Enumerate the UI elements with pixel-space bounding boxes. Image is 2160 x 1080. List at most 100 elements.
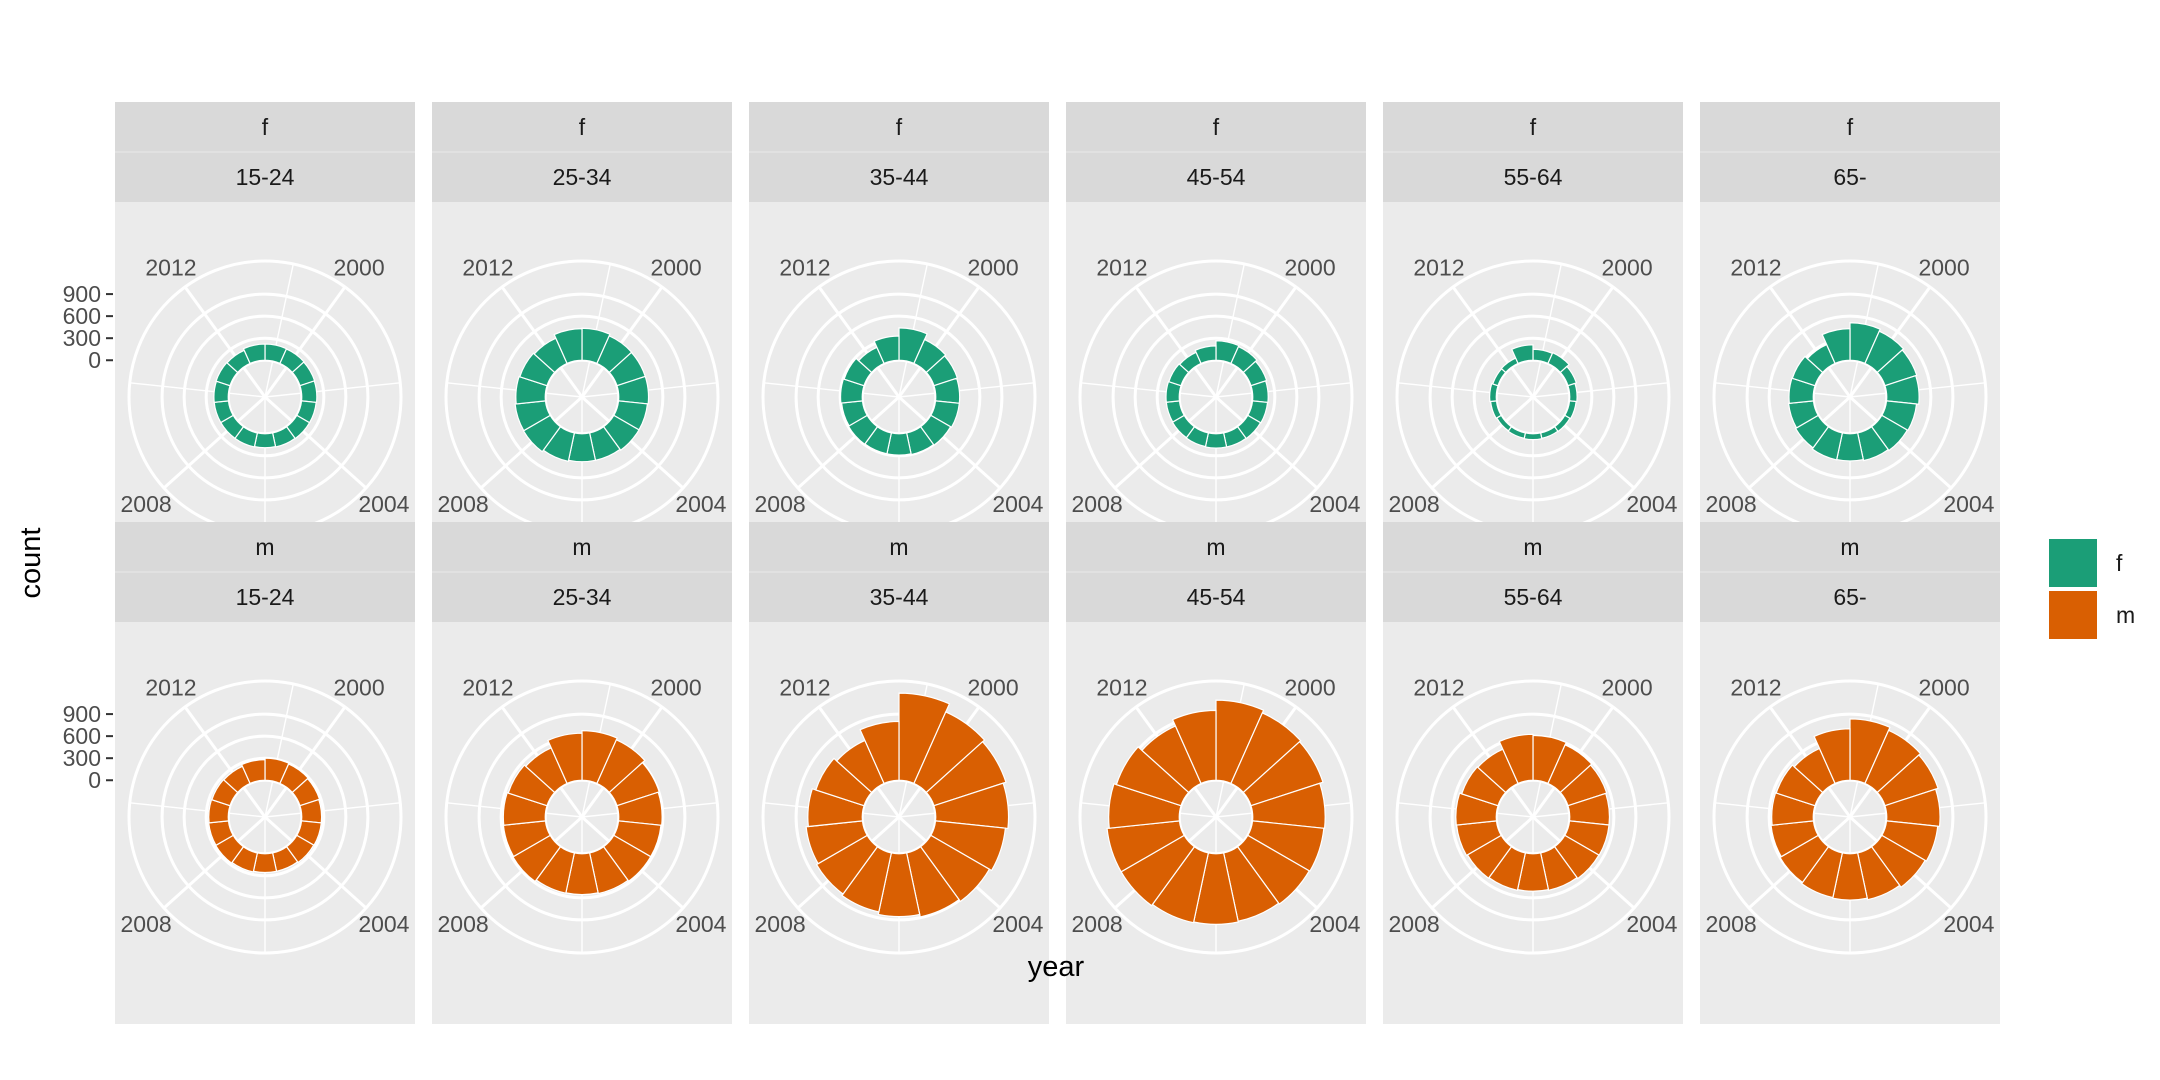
bar-m-25-34-2001 — [608, 761, 661, 807]
bar-m-45-54-2010 — [1108, 783, 1182, 829]
bar-m-65--2000 — [1864, 729, 1922, 794]
major-spoke — [183, 286, 267, 398]
bar-m-45-54-2011 — [1115, 746, 1190, 807]
bar-f-15-24-2002 — [299, 380, 318, 404]
year-tick-label: 2000 — [650, 675, 701, 701]
bar-f-35-44-1999 — [898, 327, 928, 365]
facet-panel-m-65-: m 65- 2000 2004 2008 2012 — [1700, 522, 2000, 1024]
bar-m-35-44-2009 — [805, 820, 868, 865]
facet-strip-col — [1383, 152, 1683, 202]
facet-strip-row — [1066, 522, 1366, 572]
major-spoke — [263, 395, 368, 490]
count-tick-label: 900 — [63, 701, 101, 727]
bar-m-35-44-2004 — [919, 834, 991, 903]
year-tick-label: 2012 — [779, 255, 830, 281]
legend-key-m — [2047, 589, 2099, 641]
bar-f-65--2005 — [1856, 425, 1890, 462]
bar-m-65--2007 — [1800, 845, 1844, 899]
year-tick-label: 2000 — [967, 255, 1018, 281]
bar-m-35-44-2010 — [807, 788, 865, 828]
facet-row-label: m — [572, 534, 591, 560]
facet-col-label: 65- — [1833, 584, 1866, 610]
facet-strip-row — [1700, 522, 2000, 572]
bar-f-55-64-2002 — [1567, 382, 1578, 403]
major-spoke — [1113, 395, 1218, 490]
bar-m-35-44-2000 — [913, 711, 986, 794]
facet-strip-row — [432, 102, 732, 152]
bar-f-55-64-2006 — [1523, 432, 1543, 441]
bar-f-35-44-2001 — [925, 355, 959, 387]
count-tick-label: 300 — [63, 745, 101, 771]
year-tick-label: 2004 — [1943, 911, 1994, 937]
year-tick-label: 2000 — [967, 675, 1018, 701]
year-tick-label: 2008 — [1706, 911, 1757, 937]
bar-m-55-64-2005 — [1539, 845, 1578, 892]
minor-spoke — [1714, 382, 1851, 398]
minor-spoke — [1532, 382, 1669, 398]
year-tick-label: 2008 — [755, 911, 806, 937]
bar-f-15-24-2013 — [242, 343, 266, 365]
bar-f-45-54-2011 — [1168, 362, 1190, 387]
count-tick-label: 300 — [63, 325, 101, 351]
facet-col-label: 45-54 — [1187, 164, 1246, 190]
year-tick-label: 2008 — [1072, 911, 1123, 937]
bar-m-45-54-2003 — [1247, 820, 1325, 873]
bar-m-65--2013 — [1813, 728, 1851, 785]
year-tick-label: 2004 — [358, 491, 409, 517]
facet-strip-row — [749, 102, 1049, 152]
facet-row-label: m — [255, 534, 274, 560]
year-tick-label: 2012 — [462, 675, 513, 701]
facet-col-label: 25-34 — [553, 584, 612, 610]
major-spoke — [1451, 286, 1535, 398]
year-tick-label: 2008 — [1389, 911, 1440, 937]
bar-m-65--2006 — [1832, 852, 1868, 901]
minor-spoke — [129, 802, 266, 818]
facet-strip-row — [115, 102, 415, 152]
minor-spoke — [1532, 263, 1562, 398]
bar-m-55-64-2011 — [1460, 765, 1507, 807]
legend-label-f: f — [2116, 550, 2123, 576]
major-spoke — [897, 395, 1002, 490]
minor-spoke — [1397, 382, 1534, 398]
facet-strip-col — [432, 152, 732, 202]
major-spoke — [1531, 286, 1615, 398]
year-tick-label: 2004 — [1626, 491, 1677, 517]
facet-col-label: 65- — [1833, 164, 1866, 190]
bar-m-45-54-2000 — [1230, 712, 1302, 794]
facet-row-label: m — [1523, 534, 1542, 560]
bar-f-25-34-2013 — [553, 328, 583, 365]
bar-f-65--2013 — [1821, 328, 1851, 365]
year-tick-label: 2008 — [1072, 491, 1123, 517]
bar-f-65--2004 — [1870, 414, 1909, 452]
facet-strip-row — [1383, 522, 1683, 572]
facet-strip-row — [749, 522, 1049, 572]
bar-m-15-24-2013 — [240, 759, 266, 785]
minor-spoke — [1215, 382, 1352, 398]
bar-m-45-54-2001 — [1242, 740, 1324, 807]
facet-row-label: m — [1206, 534, 1225, 560]
bar-m-45-54-2013 — [1171, 709, 1217, 785]
minor-spoke — [446, 382, 583, 398]
bar-m-25-34-1999 — [581, 730, 618, 785]
facet-panel-m-45-54: m 45-54 2000 2004 2008 2012 — [1066, 522, 1366, 1024]
bar-m-35-44-2005 — [905, 845, 960, 918]
bar-f-35-44-2010 — [839, 378, 865, 404]
year-tick-label: 2012 — [1413, 675, 1464, 701]
bar-f-25-34-2002 — [616, 375, 650, 405]
facet-strip-col — [1066, 572, 1366, 622]
facet-panel-m-55-64: m 55-64 2000 2004 2008 2012 — [1383, 522, 1683, 1024]
bar-m-65--2008 — [1779, 834, 1830, 884]
major-spoke — [817, 286, 901, 398]
bar-m-15-24-2001 — [291, 777, 321, 807]
bar-f-55-64-2000 — [1547, 351, 1570, 374]
year-tick-label: 2004 — [675, 491, 726, 517]
facet-row-label: m — [1840, 534, 1859, 560]
major-spoke — [183, 706, 267, 818]
minor-spoke — [581, 382, 718, 398]
major-spoke — [500, 286, 584, 398]
bar-m-35-44-2011 — [815, 757, 873, 807]
bar-f-55-64-2003 — [1564, 400, 1577, 420]
major-spoke — [1531, 395, 1636, 490]
year-tick-label: 2004 — [1309, 491, 1360, 517]
